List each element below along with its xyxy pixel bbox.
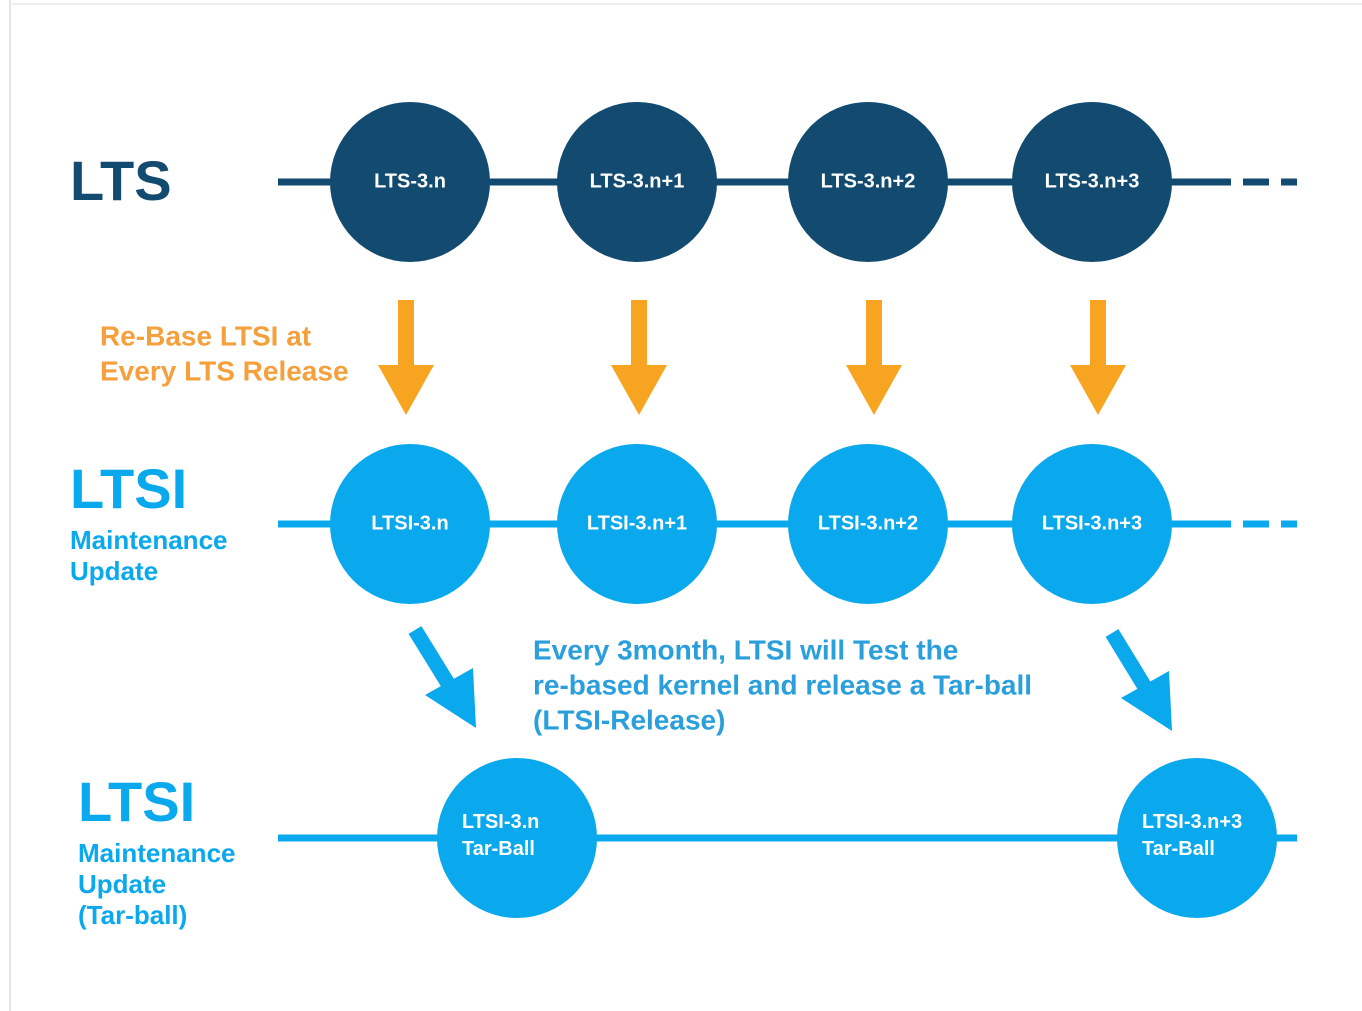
arrow-head [425, 668, 476, 728]
row-subtitle: Update [78, 869, 166, 899]
annotation: Re-Base LTSI at [100, 320, 311, 351]
arrow-head [1121, 671, 1172, 731]
node [330, 444, 490, 604]
node [788, 444, 948, 604]
row-title: LTSI [78, 770, 195, 833]
arrow [846, 300, 902, 415]
node-label: LTS-3.n+2 [821, 170, 916, 192]
node [1012, 444, 1172, 604]
node-label: LTSI-3.n+3 [1142, 811, 1242, 833]
node [330, 102, 490, 262]
arrow-shaft [408, 626, 459, 694]
node [557, 444, 717, 604]
arrow-shaft [1105, 629, 1155, 696]
node-label: Tar-Ball [462, 838, 535, 860]
node [1012, 102, 1172, 262]
node-label: LTSI-3.n [462, 811, 539, 833]
node-label: LTSI-3.n+2 [818, 512, 918, 534]
arrows [378, 300, 1126, 415]
row-title: LTSI [70, 457, 187, 520]
row-subtitle: (Tar-ball) [78, 900, 187, 930]
annotation: re-based kernel and release a Tar-ball [533, 669, 1032, 700]
row-subtitle: Maintenance [78, 838, 236, 868]
node [1117, 758, 1277, 918]
row-title: LTS [70, 149, 172, 212]
node [437, 758, 597, 918]
row-subtitle: Update [70, 556, 158, 586]
node [557, 102, 717, 262]
node-label: LTSI-3.n [371, 512, 448, 534]
node-label: Tar-Ball [1142, 838, 1215, 860]
arrow [1070, 300, 1126, 415]
node [788, 102, 948, 262]
annotation: Every 3month, LTSI will Test the [533, 634, 958, 665]
annotation: Every LTS Release [100, 355, 349, 386]
annotation: (LTSI-Release) [533, 704, 725, 735]
arrow [611, 300, 667, 415]
node-label: LTSI-3.n+3 [1042, 512, 1142, 534]
node-label: LTSI-3.n+1 [587, 512, 687, 534]
arrow [378, 300, 434, 415]
node-label: LTS-3.n+1 [590, 170, 685, 192]
node-label: LTS-3.n [374, 170, 446, 192]
arrows [408, 626, 1172, 731]
row-subtitle: Maintenance [70, 525, 228, 555]
node-label: LTS-3.n+3 [1045, 170, 1140, 192]
